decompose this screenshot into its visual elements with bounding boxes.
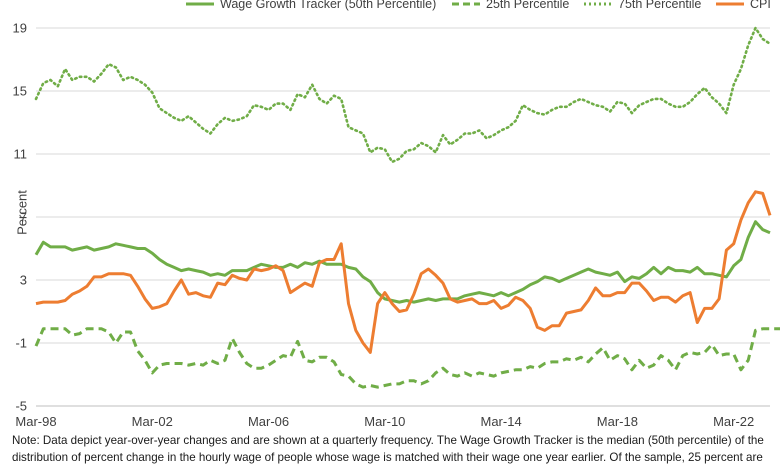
legend-label: 25th Percentile (486, 0, 570, 11)
x-tick-label: Mar-06 (248, 414, 289, 429)
x-tick-label: Mar-98 (15, 414, 56, 429)
series-lines (34, 26, 780, 389)
legend-label: Wage Growth Tracker (50th Percentile) (220, 0, 437, 11)
legend-swatch-solid-orange (716, 2, 744, 6)
legend-label: 75th Percentile (618, 0, 702, 11)
y-tick-label: 11 (14, 147, 28, 162)
legend-item-25th-percentile: 25th Percentile (452, 0, 569, 14)
y-tick-label: -5 (15, 399, 27, 414)
x-tick-label: Mar-02 (132, 414, 173, 429)
chart-note: Note: Data depict year-over-year changes… (12, 434, 764, 464)
legend-item-wage-growth-tracker: Wage Growth Tracker (50th Percentile) (186, 0, 436, 14)
legend-item-cpi: CPI (716, 0, 771, 14)
series-line-25th-percentile (34, 327, 780, 389)
legend-swatch-dotted-green (584, 2, 612, 6)
legend-swatch-solid-green (186, 2, 214, 6)
y-tick-label: 3 (20, 273, 27, 288)
series-line-wage-growth-tracker (34, 220, 771, 304)
series-line-cpi (35, 190, 772, 354)
y-tick-labels: -5 -1 3 7 11 15 19 (13, 21, 27, 414)
gridlines (36, 27, 770, 407)
legend-label: CPI (750, 0, 771, 11)
series-line-75th-percentile (34, 26, 772, 164)
y-tick-label: -1 (15, 336, 27, 351)
y-axis-label: Percent (14, 190, 30, 235)
x-tick-label: Mar-10 (364, 414, 405, 429)
y-tick-label: 7 (20, 210, 27, 225)
x-tick-label: Mar-14 (481, 414, 522, 429)
y-tick-label: 19 (13, 21, 27, 36)
y-tick-label: 15 (13, 84, 27, 99)
legend-swatch-dashed-green (452, 2, 480, 6)
x-tick-label: Mar-18 (597, 414, 638, 429)
legend: Wage Growth Tracker (50th Percentile) 25… (0, 0, 780, 14)
legend-item-75th-percentile: 75th Percentile (584, 0, 701, 14)
x-tick-labels: Mar-98 Mar-02 Mar-06 Mar-10 Mar-14 Mar-18 Mar-… (15, 414, 754, 429)
x-tick-label: Mar-22 (713, 414, 754, 429)
